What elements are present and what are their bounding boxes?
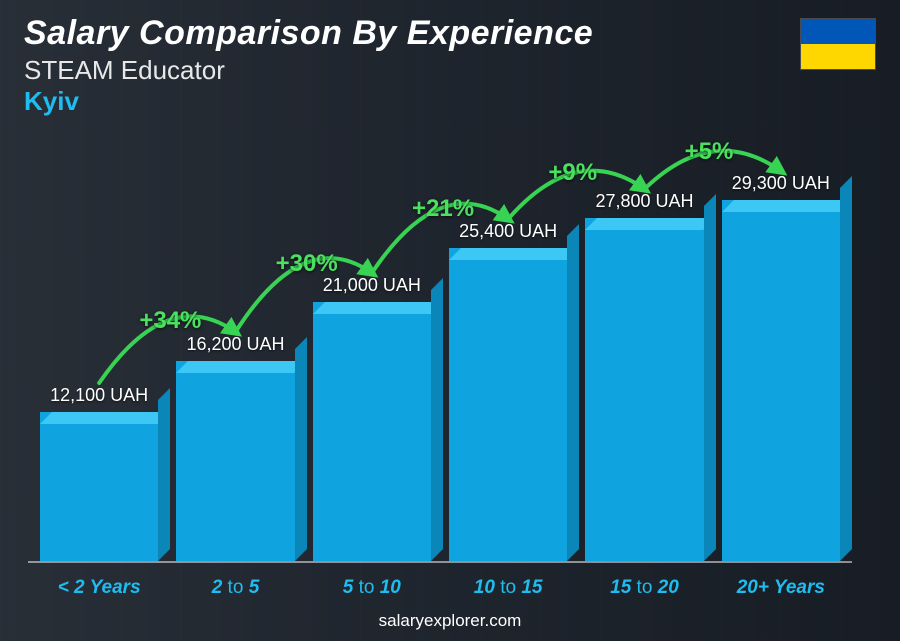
x-axis-label: 10 to 15: [449, 577, 567, 599]
bar-top-face: [449, 248, 579, 260]
bar-side-face: [567, 224, 579, 561]
bar-slot: 16,200 UAH: [176, 334, 294, 561]
chart-location: Kyiv: [24, 86, 876, 117]
bar-value-label: 16,200 UAH: [186, 334, 284, 355]
bar-side-face: [840, 176, 852, 561]
bar: [722, 200, 840, 561]
bar-side-face: [295, 337, 307, 561]
x-axis-label: 2 to 5: [176, 577, 294, 599]
footer-attribution: salaryexplorer.com: [0, 611, 900, 631]
bar-value-label: 27,800 UAH: [595, 191, 693, 212]
bar-top-face: [585, 218, 715, 230]
bar: [313, 302, 431, 561]
bar-side-face: [158, 388, 170, 561]
bar-front-face: [449, 248, 567, 561]
bar-slot: 12,100 UAH: [40, 385, 158, 561]
bar: [176, 361, 294, 561]
bar-top-face: [313, 302, 443, 314]
bar-front-face: [40, 412, 158, 561]
bar: [585, 218, 703, 561]
chart-title: Salary Comparison By Experience: [24, 14, 876, 53]
bar-value-label: 25,400 UAH: [459, 221, 557, 242]
bar-top-face: [40, 412, 170, 424]
flag-top-stripe: [801, 19, 875, 44]
bar: [449, 248, 567, 561]
bar-chart: 12,100 UAH 16,200 UAH 21,000 UAH 25,400 UAH…: [40, 130, 840, 561]
chart-subtitle: STEAM Educator: [24, 55, 876, 86]
header: Salary Comparison By Experience STEAM Ed…: [24, 14, 876, 117]
x-axis-labels: < 2 Years 2 to 5 5 to 10 10 to 15 15 to 20 20…: [40, 577, 840, 599]
bar-slot: 27,800 UAH: [585, 191, 703, 561]
bar-slot: 21,000 UAH: [313, 275, 431, 561]
bar-top-face: [176, 361, 306, 373]
bar-front-face: [722, 200, 840, 561]
bar-value-label: 21,000 UAH: [323, 275, 421, 296]
bar-value-label: 29,300 UAH: [732, 173, 830, 194]
bars-container: 12,100 UAH 16,200 UAH 21,000 UAH 25,400 UAH…: [40, 130, 840, 561]
flag-bottom-stripe: [801, 44, 875, 69]
x-axis-baseline: [28, 561, 852, 563]
bar-slot: 25,400 UAH: [449, 221, 567, 561]
bar-value-label: 12,100 UAH: [50, 385, 148, 406]
x-axis-label: 15 to 20: [585, 577, 703, 599]
bar-front-face: [585, 218, 703, 561]
bar-front-face: [176, 361, 294, 561]
country-flag-icon: [800, 18, 876, 70]
bar-side-face: [431, 278, 443, 561]
bar-top-face: [722, 200, 852, 212]
bar-side-face: [704, 194, 716, 561]
bar: [40, 412, 158, 561]
x-axis-label: 5 to 10: [313, 577, 431, 599]
bar-slot: 29,300 UAH: [722, 173, 840, 561]
bar-front-face: [313, 302, 431, 561]
x-axis-label: < 2 Years: [40, 577, 158, 599]
x-axis-label: 20+ Years: [722, 577, 840, 599]
